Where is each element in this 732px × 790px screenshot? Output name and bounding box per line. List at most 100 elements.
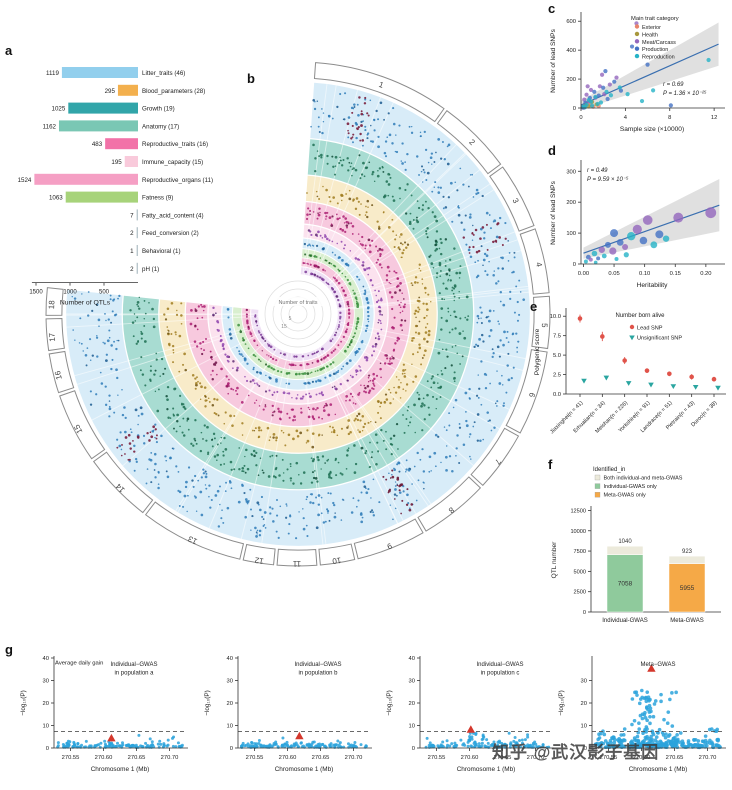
- svg-text:Meat/Carcass: Meat/Carcass: [642, 40, 676, 46]
- svg-text:30: 30: [581, 679, 587, 685]
- svg-text:P = 9.59 × 10⁻⁵: P = 9.59 × 10⁻⁵: [587, 176, 629, 183]
- svg-text:0.05: 0.05: [608, 271, 619, 277]
- svg-text:−log₁₀(P): −log₁₀(P): [386, 690, 393, 716]
- svg-text:0: 0: [573, 106, 576, 112]
- svg-text:1025: 1025: [52, 106, 66, 113]
- svg-text:r = 0.49: r = 0.49: [587, 168, 608, 174]
- svg-text:295: 295: [105, 88, 116, 95]
- svg-text:5: 5: [540, 323, 549, 328]
- panel-label-f: f: [548, 457, 553, 472]
- svg-text:Lead SNP: Lead SNP: [637, 326, 663, 332]
- svg-text:Chromosome 1 (Mb): Chromosome 1 (Mb): [91, 766, 150, 773]
- svg-text:270.60: 270.60: [279, 755, 297, 761]
- svg-text:QTL number: QTL number: [551, 541, 558, 579]
- svg-text:Blood_parameters (28): Blood_parameters (28): [142, 88, 205, 95]
- svg-text:Reproductive_traits (16): Reproductive_traits (16): [142, 141, 208, 148]
- svg-text:Reproductive_organs (11): Reproductive_organs (11): [142, 177, 213, 184]
- svg-text:Average daily gain: Average daily gain: [55, 661, 103, 667]
- svg-text:10: 10: [43, 724, 49, 730]
- svg-text:7058: 7058: [618, 580, 633, 587]
- svg-text:0: 0: [583, 610, 586, 616]
- svg-text:40: 40: [409, 656, 415, 662]
- panel-g-manhattan-population-c: 270.55 270.60 270.65 270.70 0 10 20 30 40 Chromos…: [386, 656, 554, 773]
- svg-text:3: 3: [510, 197, 520, 206]
- svg-text:Number of lead SNPs: Number of lead SNPs: [550, 180, 557, 244]
- svg-text:Anatomy (17): Anatomy (17): [142, 123, 179, 130]
- svg-text:Behavioral (1): Behavioral (1): [142, 248, 181, 255]
- svg-text:Meta-GWAS only: Meta-GWAS only: [604, 493, 647, 499]
- svg-text:7.5: 7.5: [553, 334, 561, 340]
- svg-text:r = 0.69: r = 0.69: [663, 82, 684, 88]
- svg-text:Individual−GWAS: Individual−GWAS: [477, 662, 524, 668]
- svg-text:7: 7: [130, 212, 134, 219]
- svg-text:270.55: 270.55: [428, 755, 446, 761]
- svg-text:Fatness (9): Fatness (9): [142, 195, 173, 202]
- svg-text:18: 18: [47, 300, 56, 310]
- svg-text:30: 30: [227, 679, 233, 685]
- svg-text:1040: 1040: [618, 539, 632, 545]
- svg-text:2: 2: [467, 137, 477, 147]
- svg-text:10: 10: [581, 724, 587, 730]
- svg-text:Production: Production: [642, 47, 668, 53]
- svg-text:0.15: 0.15: [670, 271, 681, 277]
- svg-text:20: 20: [227, 701, 233, 707]
- svg-text:5955: 5955: [680, 585, 695, 592]
- svg-text:8: 8: [446, 505, 456, 515]
- panel-label-c: c: [548, 1, 556, 16]
- svg-text:in population a: in population a: [114, 671, 154, 677]
- svg-text:100: 100: [566, 231, 576, 237]
- svg-text:1162: 1162: [43, 123, 57, 130]
- svg-text:−log₁₀(P): −log₁₀(P): [558, 690, 565, 716]
- svg-text:15: 15: [281, 324, 287, 330]
- svg-text:0: 0: [230, 746, 233, 752]
- svg-text:−log₁₀(P): −log₁₀(P): [204, 690, 211, 716]
- svg-text:Number born alive: Number born alive: [615, 313, 665, 319]
- svg-text:2: 2: [130, 266, 134, 273]
- svg-text:1: 1: [130, 248, 134, 255]
- svg-text:270.60: 270.60: [461, 755, 479, 761]
- svg-text:270.65: 270.65: [666, 755, 684, 761]
- svg-text:270.55: 270.55: [62, 755, 80, 761]
- svg-text:270.55: 270.55: [600, 755, 618, 761]
- svg-text:270.60: 270.60: [95, 755, 113, 761]
- panel-d-heritability-scatter: 0.00 0.05 0.10 0.15 0.20 0 100 200 300 Heritabili…: [550, 160, 725, 289]
- svg-text:Polygenic score: Polygenic score: [534, 328, 541, 375]
- svg-text:2.5: 2.5: [553, 373, 561, 379]
- svg-text:Exterior: Exterior: [642, 25, 661, 31]
- svg-text:40: 40: [227, 656, 233, 662]
- panel-label-g: g: [5, 642, 13, 657]
- svg-text:270.65: 270.65: [494, 755, 512, 761]
- svg-text:1000: 1000: [63, 290, 77, 296]
- svg-text:0: 0: [584, 746, 587, 752]
- svg-text:4: 4: [534, 261, 544, 268]
- svg-text:Individual−GWAS: Individual−GWAS: [295, 662, 342, 668]
- svg-text:8: 8: [668, 115, 671, 121]
- svg-text:200: 200: [566, 200, 576, 206]
- svg-text:500: 500: [99, 290, 110, 296]
- svg-text:10.0: 10.0: [550, 314, 561, 320]
- svg-text:1: 1: [378, 80, 386, 90]
- svg-text:270.70: 270.70: [527, 755, 545, 761]
- svg-text:Identified_in: Identified_in: [593, 467, 625, 473]
- svg-text:10000: 10000: [570, 529, 586, 535]
- svg-text:270.60: 270.60: [633, 755, 651, 761]
- svg-text:Feed_conversion (2): Feed_conversion (2): [142, 230, 199, 237]
- svg-text:in population b: in population b: [298, 671, 338, 677]
- svg-text:20: 20: [43, 701, 49, 707]
- svg-text:0.20: 0.20: [700, 271, 711, 277]
- svg-text:10: 10: [227, 724, 233, 730]
- svg-text:Chromosome 1 (Mb): Chromosome 1 (Mb): [275, 766, 334, 773]
- svg-text:10: 10: [331, 555, 342, 565]
- panel-g-manhattan-population-b: 270.55 270.60 270.65 270.70 0 10 20 30 40 Chromos…: [204, 656, 372, 773]
- svg-text:16: 16: [53, 369, 64, 380]
- svg-text:Chromosome 1 (Mb): Chromosome 1 (Mb): [629, 766, 688, 773]
- svg-text:15: 15: [72, 422, 84, 435]
- svg-text:0: 0: [579, 115, 582, 121]
- svg-text:5.0: 5.0: [553, 353, 561, 359]
- svg-text:600: 600: [566, 19, 576, 25]
- svg-text:30: 30: [43, 679, 49, 685]
- svg-text:Immune_capacity (15): Immune_capacity (15): [142, 159, 203, 166]
- svg-text:270.55: 270.55: [246, 755, 264, 761]
